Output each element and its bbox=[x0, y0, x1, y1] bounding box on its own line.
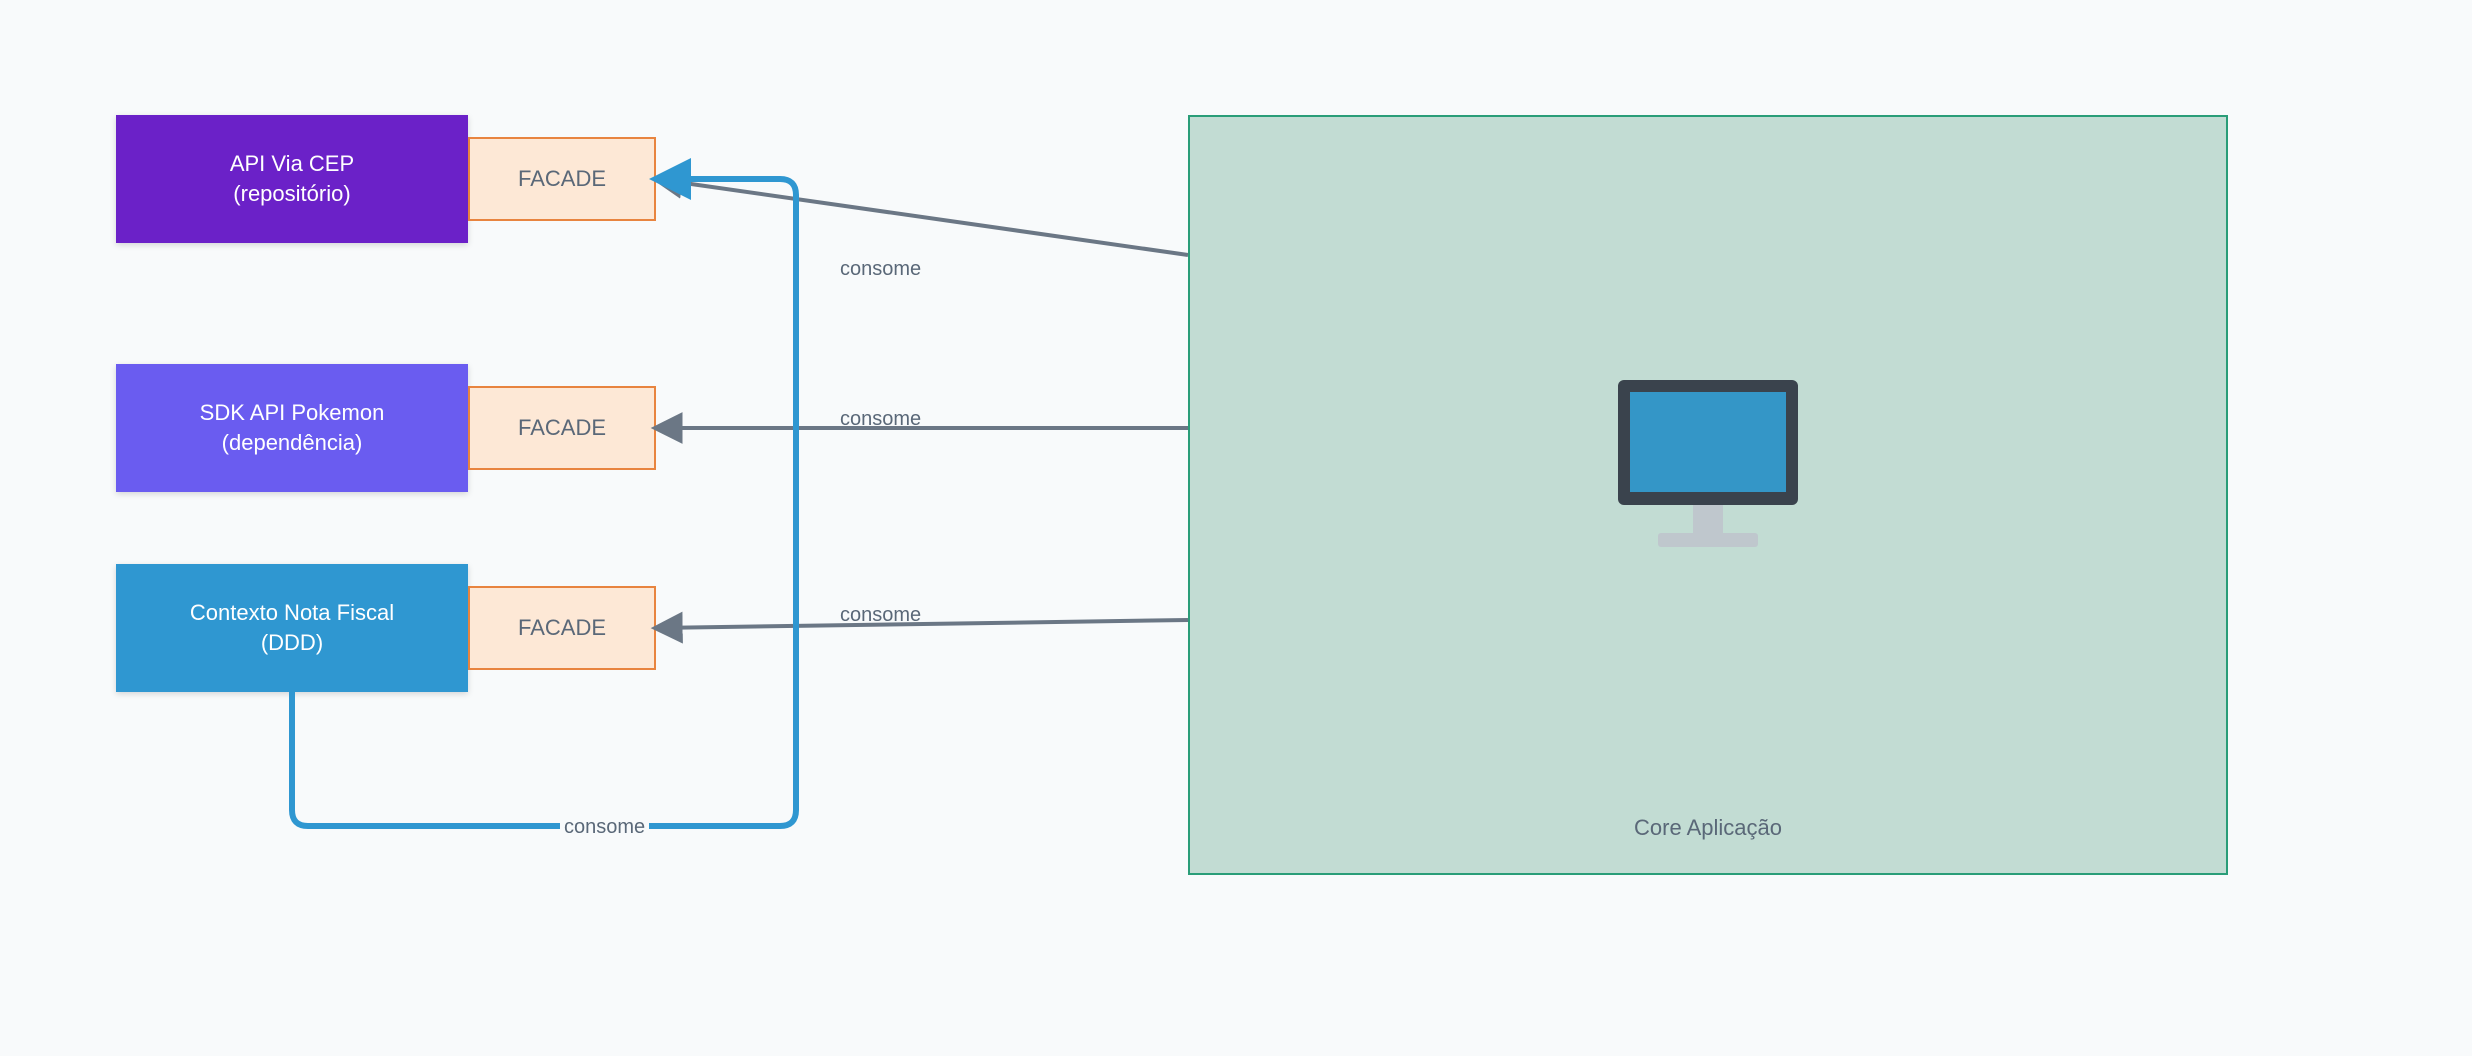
node-label: FACADE bbox=[518, 613, 606, 643]
node-sdk-pokemon: SDK API Pokemon (dependência) bbox=[116, 364, 468, 492]
edge-label: consome bbox=[840, 408, 921, 431]
node-facade-1: FACADE bbox=[468, 137, 656, 221]
edge-label: consome bbox=[560, 816, 649, 839]
edge-consome-3 bbox=[656, 620, 1188, 628]
node-sublabel: (repositório) bbox=[233, 181, 350, 206]
node-label: FACADE bbox=[518, 164, 606, 194]
node-label: API Via CEP bbox=[230, 151, 354, 176]
node-nota-fiscal: Contexto Nota Fiscal (DDD) bbox=[116, 564, 468, 692]
node-sublabel: (dependência) bbox=[222, 430, 363, 455]
node-label: SDK API Pokemon bbox=[200, 400, 385, 425]
edge-label: consome bbox=[840, 604, 921, 627]
node-facade-2: FACADE bbox=[468, 386, 656, 470]
node-label: Core Aplicação bbox=[1634, 813, 1782, 843]
node-sublabel: (DDD) bbox=[261, 630, 323, 655]
edge-label: consome bbox=[840, 258, 921, 281]
monitor-icon bbox=[1598, 370, 1818, 575]
edge-consome-blue bbox=[292, 179, 796, 826]
node-facade-3: FACADE bbox=[468, 586, 656, 670]
node-label: FACADE bbox=[518, 413, 606, 443]
node-api-cep: API Via CEP (repositório) bbox=[116, 115, 468, 243]
node-label: Contexto Nota Fiscal bbox=[190, 600, 394, 625]
edge-consome-1 bbox=[656, 179, 1188, 255]
